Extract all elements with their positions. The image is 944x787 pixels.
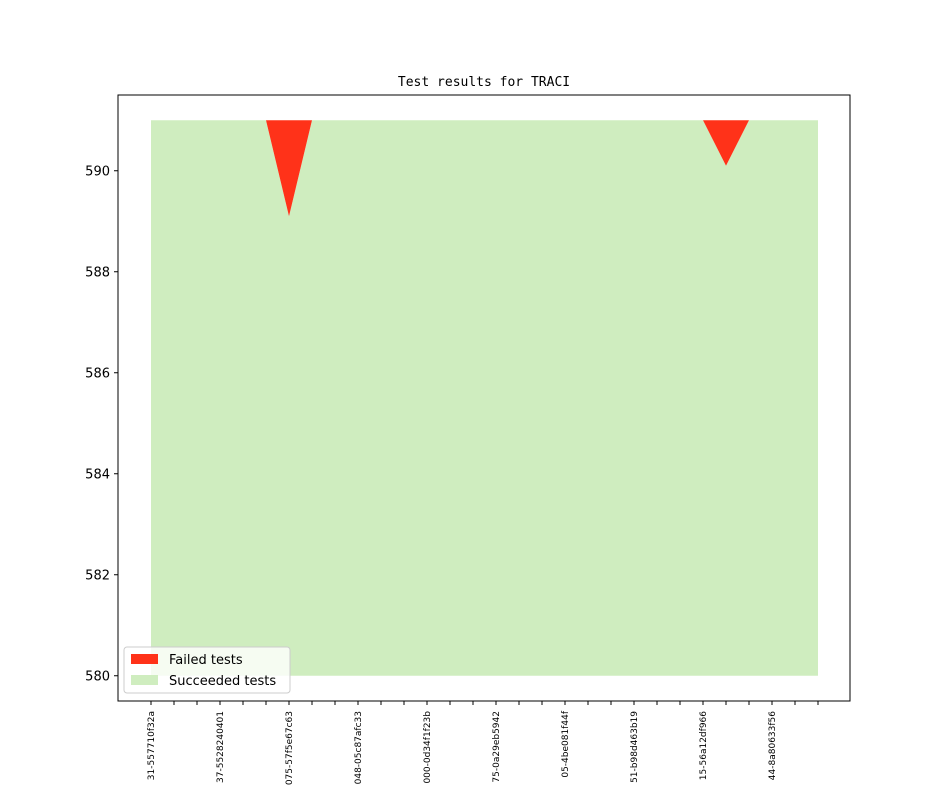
x-tick-label: 44-8a80633f56 bbox=[768, 711, 778, 780]
legend: Failed tests Succeeded tests bbox=[123, 646, 291, 694]
legend-swatch-failed bbox=[131, 654, 158, 664]
legend-swatch-succeeded bbox=[131, 675, 158, 685]
y-tick-label: 584 bbox=[85, 467, 110, 482]
x-tick-label: 000-0d34f1f23b bbox=[423, 711, 433, 784]
y-tick-label: 586 bbox=[85, 366, 110, 381]
x-tick-label: 37-5528240401 bbox=[216, 711, 226, 783]
x-axis: 31-557710f32a 37-5528240401 075-57f5e67c63… bbox=[147, 701, 819, 785]
x-tick-label: 075-57f5e67c63 bbox=[285, 711, 295, 785]
x-tick-label: 51-b98d463b19 bbox=[630, 711, 640, 783]
y-tick-label: 588 bbox=[85, 265, 110, 280]
area-failed-tests bbox=[151, 120, 818, 217]
legend-label-failed: Failed tests bbox=[169, 653, 243, 668]
plot-area bbox=[151, 120, 818, 676]
legend-box bbox=[123, 646, 291, 694]
x-tick-label: 75-0a29eb5942 bbox=[492, 711, 502, 783]
chart-title: Test results for TRACI bbox=[398, 75, 570, 90]
y-tick-label: 582 bbox=[85, 568, 110, 583]
x-tick-label: 048-05c87afc33 bbox=[354, 711, 364, 784]
y-tick-label: 580 bbox=[85, 669, 110, 684]
x-tick-label: 05-4be081f44f bbox=[561, 710, 571, 777]
x-tick-label: 31-557710f32a bbox=[147, 711, 157, 780]
area-succeeded-tests bbox=[151, 120, 818, 676]
x-tick-label: 15-56a12df966 bbox=[699, 711, 709, 780]
plot-frame bbox=[117, 94, 851, 702]
y-axis: 580 582 584 586 588 590 bbox=[85, 164, 118, 684]
legend-label-succeeded: Succeeded tests bbox=[169, 674, 276, 689]
y-tick-label: 590 bbox=[85, 164, 110, 179]
